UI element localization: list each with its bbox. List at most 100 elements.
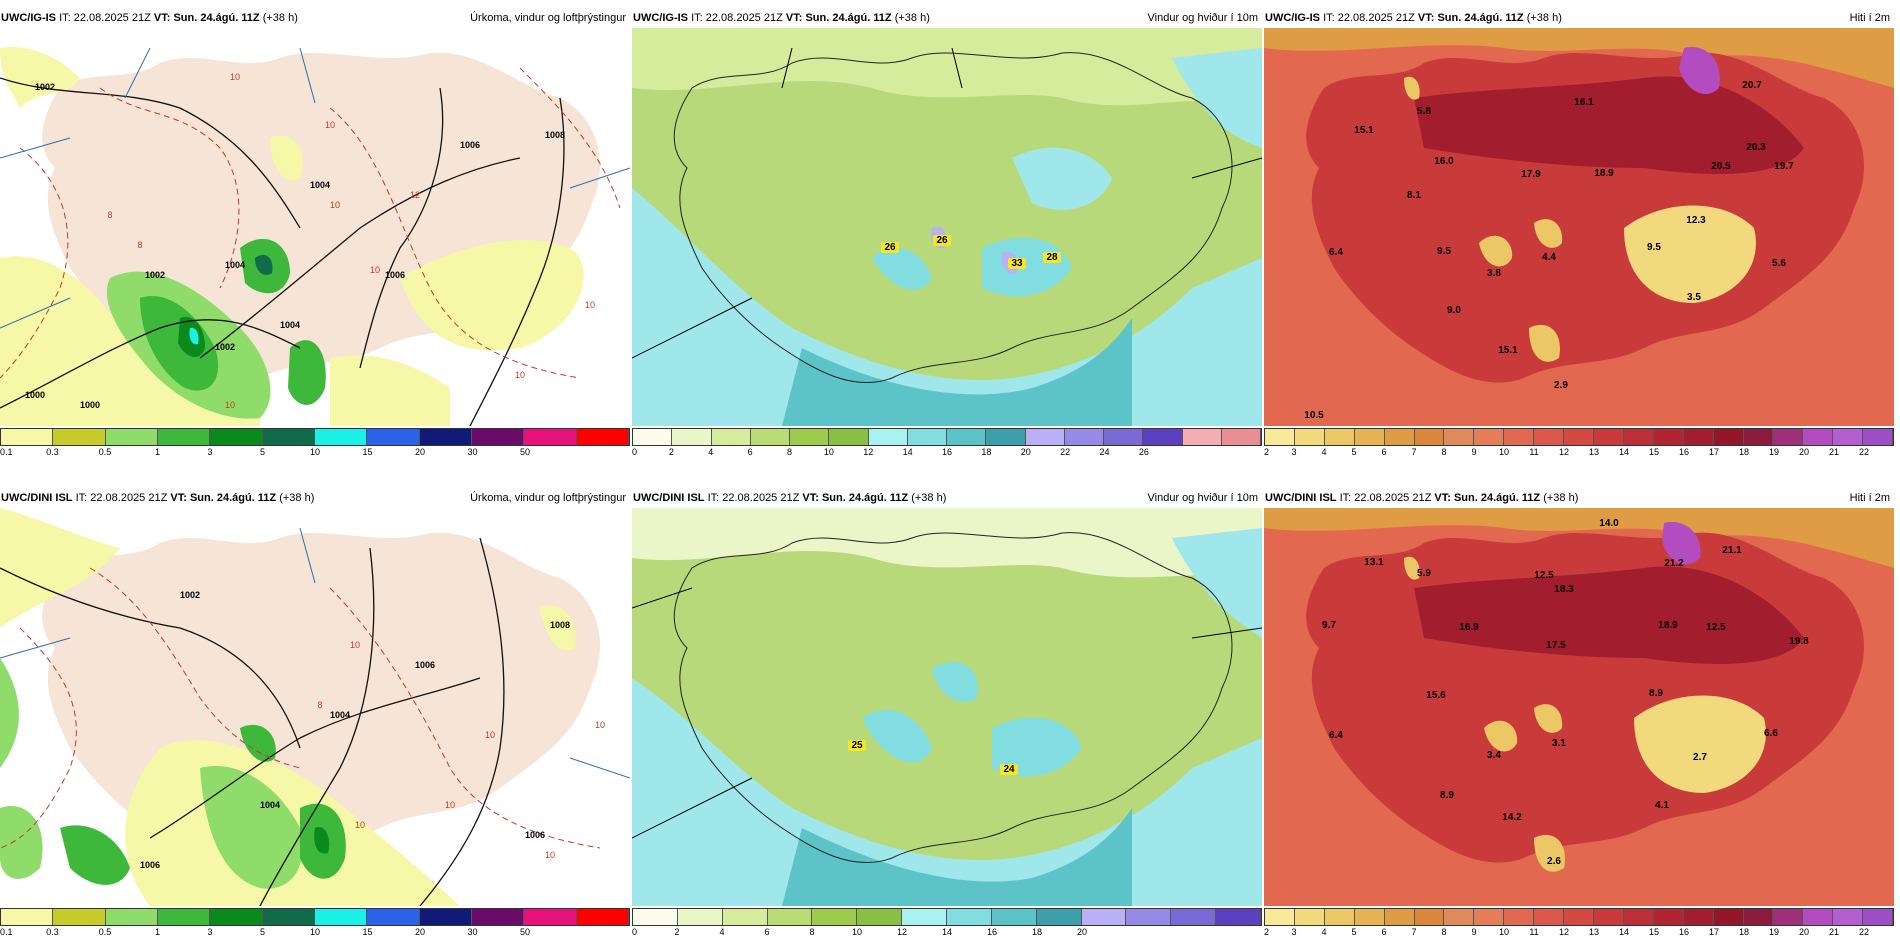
temp-contour-label: 10 xyxy=(350,640,360,650)
temp-value: 15.1 xyxy=(1354,125,1374,136)
legend-tick-label: 8 xyxy=(1441,927,1447,937)
wind-panel-igis: UWC/IG-IS IT: 22.08.2025 21Z VT: Sun. 24… xyxy=(632,10,1262,470)
legend-tick-label: 17 xyxy=(1708,447,1720,457)
wind-map[interactable]: 25 24 xyxy=(632,508,1262,906)
temp-value: 5.8 xyxy=(1417,106,1431,117)
temp-value: 18.3 xyxy=(1554,584,1574,595)
vt-label: VT: xyxy=(785,12,803,24)
legend-swatch xyxy=(1384,429,1415,445)
init-time: 22.08.2025 21Z xyxy=(1354,492,1432,504)
panel-header: UWC/DINI ISL IT: 22.08.2025 21Z VT: Sun.… xyxy=(1264,490,1894,506)
init-time: 22.08.2025 21Z xyxy=(73,12,151,24)
legend-swatch xyxy=(1504,909,1535,925)
legend-swatch xyxy=(1216,909,1262,925)
temp-map[interactable]: 5.8 15.1 16.0 17.9 16.1 18.9 20.7 20.5 20.3 19.7 8… xyxy=(1264,28,1894,426)
legend-swatches xyxy=(0,428,630,446)
legend-swatch xyxy=(1171,909,1217,925)
legend-swatch xyxy=(262,909,315,925)
init-time: 22.08.2025 21Z xyxy=(90,492,168,504)
legend-swatch xyxy=(1863,429,1894,445)
legend-swatch xyxy=(677,909,723,925)
legend-swatch xyxy=(1713,909,1744,925)
legend-swatch xyxy=(1,909,54,925)
legend-swatch xyxy=(210,429,263,445)
legend-tick-label: 14 xyxy=(941,927,953,937)
panel-header: UWC/IG-IS IT: 22.08.2025 21Z VT: Sun. 24… xyxy=(1264,10,1894,26)
legend-tick-label: 5 xyxy=(259,447,266,457)
legend-swatch xyxy=(1564,909,1594,925)
legend-tick-label: 0.3 xyxy=(46,447,59,457)
isobar-label: 1004 xyxy=(310,180,330,190)
legend-tick-label: 20 xyxy=(414,927,426,937)
legend-tick-label: 20 xyxy=(414,447,426,457)
legend-swatch xyxy=(367,909,420,925)
temp-value: 20.7 xyxy=(1742,80,1762,91)
legend-swatch xyxy=(1414,909,1445,925)
precip-map[interactable]: 1006 1008 1006 1004 1002 1004 1006 10 10 10 10 8 10… xyxy=(0,508,630,906)
vt-label: VT: xyxy=(1417,12,1435,24)
legend-tick-label: 12 xyxy=(1558,927,1570,937)
legend-tick-label: 20 xyxy=(1020,447,1031,457)
gust-label-bg xyxy=(1008,258,1026,269)
legend-tick-label: 30 xyxy=(467,447,478,457)
legend-tick-label: 4 xyxy=(719,927,725,937)
temp-value: 9.7 xyxy=(1322,620,1336,631)
legend-swatch xyxy=(1833,429,1864,445)
legend-swatch xyxy=(1384,909,1415,925)
legend-tick-label: 22 xyxy=(1060,447,1071,457)
temp-value: 12.5 xyxy=(1706,622,1726,633)
precip-legend: 0.1 0.3 0.5 1 3 5 10 15 20 30 50 xyxy=(0,428,630,462)
temp-map[interactable]: 14.0 13.1 5.9 12.5 18.3 21.2 21.1 9.7 16.9 17.5 18… xyxy=(1264,508,1894,906)
valid-time: Sun. 24.ágú. 11Z xyxy=(1437,12,1524,24)
temp-value: 15.6 xyxy=(1426,690,1446,701)
legend-swatch xyxy=(672,429,712,445)
legend-swatch xyxy=(1354,429,1385,445)
legend-tick-label: 5 xyxy=(1351,927,1357,937)
panel-header: UWC/IG-IS IT: 22.08.2025 21Z VT: Sun. 24… xyxy=(0,10,630,26)
legend-swatches xyxy=(632,428,1262,446)
legend-swatch xyxy=(902,909,948,925)
legend-swatches xyxy=(1264,908,1894,926)
legend-swatch xyxy=(1,429,54,445)
legend-swatch xyxy=(1265,909,1295,925)
temp-panel-dini: UWC/DINI ISL IT: 22.08.2025 21Z VT: Sun.… xyxy=(1264,490,1894,950)
legend-tick-label: 13 xyxy=(1588,927,1600,937)
temp-contour-label: 10 xyxy=(545,850,555,860)
legend-tick-label: 16 xyxy=(1678,927,1690,937)
legend-ticks: 0 2 4 6 8 10 12 14 16 18 20 xyxy=(632,926,1262,938)
legend-swatch xyxy=(314,909,368,925)
legend-swatch xyxy=(471,909,525,925)
legend-swatch xyxy=(947,429,987,445)
legend-swatch xyxy=(1294,909,1325,925)
legend-swatch xyxy=(857,909,903,925)
temp-legend: 2 3 4 5 6 7 8 9 10 11 12 13 14 15 16 17 18 19 20 21 22 xyxy=(1264,428,1894,462)
temp-value: 16.0 xyxy=(1434,156,1454,167)
wind-legend: 0 2 4 6 8 10 12 14 16 18 20 xyxy=(632,908,1262,942)
legend-swatch xyxy=(711,429,751,445)
isobar-label: 1006 xyxy=(460,140,480,150)
wind-map[interactable]: 26 26 33 28 xyxy=(632,28,1262,426)
legend-tick-label: 18 xyxy=(1738,447,1750,457)
isobar-label: 1000 xyxy=(80,400,100,410)
lead-time: (+38 h) xyxy=(279,492,315,504)
valid-time: Sun. 24.ágú. 11Z xyxy=(189,492,277,504)
legend-swatch xyxy=(1064,429,1104,445)
model-name: UWC/DINI ISL xyxy=(1,492,73,504)
legend-tick-label: 5 xyxy=(1351,447,1357,457)
legend-swatch xyxy=(1773,909,1804,925)
legend-swatch xyxy=(1324,909,1355,925)
vt-label: VT: xyxy=(170,492,187,504)
legend-swatch xyxy=(767,909,813,925)
legend-tick-label: 2 xyxy=(1264,927,1270,937)
legend-tick-label: 2 xyxy=(1264,447,1270,457)
legend-swatch xyxy=(1593,429,1624,445)
panel-title: Hiti í 2m xyxy=(1849,492,1890,504)
temp-value: 2.9 xyxy=(1554,380,1568,391)
it-label: IT: xyxy=(1339,492,1352,504)
temp-value: 9.0 xyxy=(1447,305,1461,316)
legend-tick-label: 26 xyxy=(1138,447,1149,457)
temp-contour-label: 10 xyxy=(325,120,335,130)
precip-map[interactable]: 1002 1002 1002 1004 1004 1004 1006 1006 1008 1000… xyxy=(0,28,630,426)
legend-swatch xyxy=(1474,909,1505,925)
legend-swatch xyxy=(1294,429,1325,445)
